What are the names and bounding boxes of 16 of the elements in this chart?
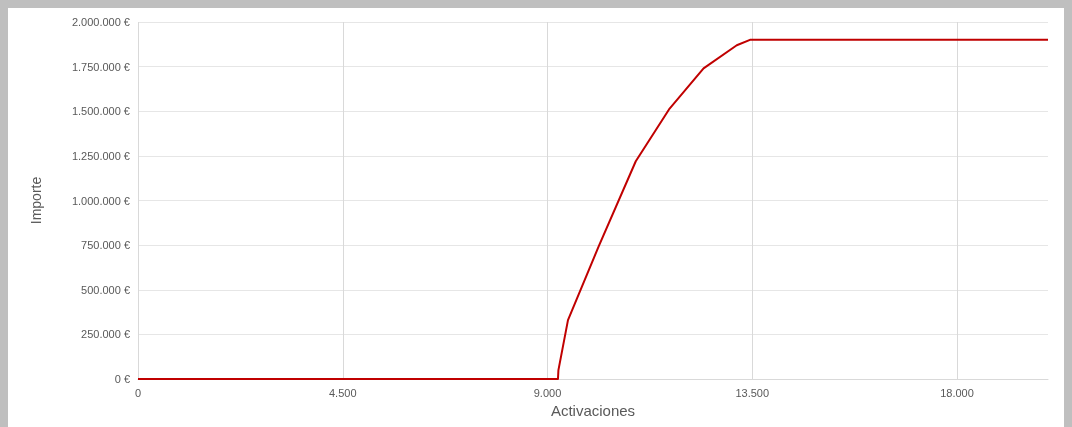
x-tick-label: 18.000 (940, 386, 974, 399)
y-tick-label: 1.250.000 € (71, 149, 130, 162)
x-tick-label: 9.000 (533, 386, 562, 399)
y-tick-label: 250.000 € (81, 328, 130, 341)
y-axis-title: Importe (28, 176, 44, 225)
y-tick-label: 2.000.000 € (71, 16, 130, 28)
y-tick-label: 0 € (114, 373, 130, 385)
y-tick-label: 1.500.000 € (71, 105, 130, 118)
x-tick-label: 0 (134, 386, 142, 399)
x-axis-title: Activaciones (550, 401, 636, 419)
x-tick-label: 4.500 (328, 386, 357, 399)
y-tick-label: 750.000 € (81, 239, 130, 252)
y-tick-label: 1.750.000 € (71, 60, 130, 73)
y-tick-label: 500.000 € (81, 283, 130, 296)
x-tick-label: 13.500 (735, 386, 770, 399)
y-tick-label: 1.000.000 € (71, 194, 130, 207)
